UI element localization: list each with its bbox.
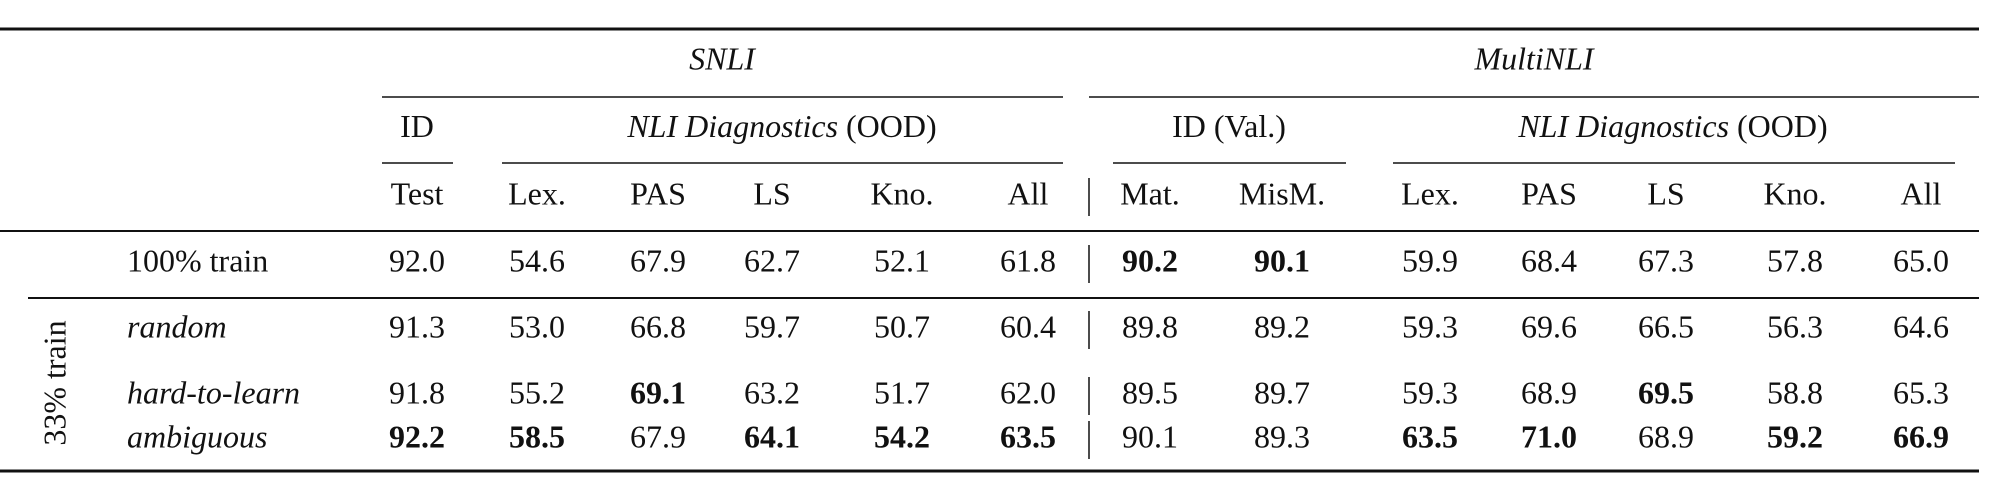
cell: 63.5 xyxy=(1000,418,1056,454)
cell: 66.9 xyxy=(1893,418,1949,454)
row-label: ambiguous xyxy=(127,418,267,454)
cell: 69.1 xyxy=(630,374,686,410)
cell: 54.6 xyxy=(509,242,565,278)
cell: 54.2 xyxy=(874,418,930,454)
cell: 61.8 xyxy=(1000,242,1056,278)
cell: 60.4 xyxy=(1000,308,1056,344)
cell: 52.1 xyxy=(874,242,930,278)
subgroup-header: NLI Diagnostics (OOD) xyxy=(1517,108,1827,144)
subgroup-italic: NLI Diagnostics xyxy=(1517,108,1729,144)
cell: 89.3 xyxy=(1254,418,1310,454)
cell: 59.3 xyxy=(1402,374,1458,410)
cell: 66.8 xyxy=(630,308,686,344)
group-header: SNLI xyxy=(689,40,756,76)
cell: 68.9 xyxy=(1521,374,1577,410)
column-header: Kno. xyxy=(1763,175,1826,211)
cell: 68.9 xyxy=(1638,418,1694,454)
cell: 68.4 xyxy=(1521,242,1577,278)
row-label: hard-to-learn xyxy=(127,374,300,410)
cell: 90.2 xyxy=(1122,242,1178,278)
cell: 55.2 xyxy=(509,374,565,410)
cell: 90.1 xyxy=(1254,242,1310,278)
cell: 58.5 xyxy=(509,418,565,454)
cell: 67.3 xyxy=(1638,242,1694,278)
cell: 89.8 xyxy=(1122,308,1178,344)
column-header: Lex. xyxy=(1401,175,1459,211)
cell: 92.0 xyxy=(389,242,445,278)
cell: 89.7 xyxy=(1254,374,1310,410)
cell: 56.3 xyxy=(1767,308,1823,344)
cell: 67.9 xyxy=(630,242,686,278)
cell: 57.8 xyxy=(1767,242,1823,278)
cell: 53.0 xyxy=(509,308,565,344)
cell: 63.2 xyxy=(744,374,800,410)
column-header: Lex. xyxy=(508,175,566,211)
column-header: LS xyxy=(753,175,790,211)
column-header: All xyxy=(1901,175,1942,211)
cell: 65.0 xyxy=(1893,242,1949,278)
cell: 59.7 xyxy=(744,308,800,344)
subgroup-italic: NLI Diagnostics xyxy=(626,108,838,144)
cell: 92.2 xyxy=(389,418,445,454)
cell: 59.3 xyxy=(1402,308,1458,344)
subgroup-plain: ID xyxy=(400,108,434,144)
row-group-label: 33% train xyxy=(36,320,72,445)
cell: 50.7 xyxy=(874,308,930,344)
subgroup-plain: ID (Val.) xyxy=(1172,108,1286,144)
cell: 89.5 xyxy=(1122,374,1178,410)
column-header: Mat. xyxy=(1120,175,1180,211)
cell: 66.5 xyxy=(1638,308,1694,344)
group-header: MultiNLI xyxy=(1473,40,1594,76)
column-header: LS xyxy=(1647,175,1684,211)
cell: 71.0 xyxy=(1521,418,1577,454)
subgroup-plain: (OOD) xyxy=(846,108,937,144)
row-label: 100% train xyxy=(127,242,268,278)
cell: 65.3 xyxy=(1893,374,1949,410)
cell: 67.9 xyxy=(630,418,686,454)
cell: 69.6 xyxy=(1521,308,1577,344)
column-header: PAS xyxy=(1521,175,1577,211)
cell: 64.6 xyxy=(1893,308,1949,344)
cell: 58.8 xyxy=(1767,374,1823,410)
subgroup-header: ID (Val.) xyxy=(1172,108,1286,144)
cell: 91.3 xyxy=(389,308,445,344)
subgroup-plain: (OOD) xyxy=(1737,108,1828,144)
column-header: Test xyxy=(391,175,444,211)
subgroup-header: NLI Diagnostics (OOD) xyxy=(626,108,936,144)
cell: 89.2 xyxy=(1254,308,1310,344)
cell: 62.7 xyxy=(744,242,800,278)
cell: 62.0 xyxy=(1000,374,1056,410)
cell: 91.8 xyxy=(389,374,445,410)
cell: 59.9 xyxy=(1402,242,1458,278)
cell: 51.7 xyxy=(874,374,930,410)
cell: 90.1 xyxy=(1122,418,1178,454)
column-header: Kno. xyxy=(870,175,933,211)
column-header: MisM. xyxy=(1239,175,1325,211)
cell: 63.5 xyxy=(1402,418,1458,454)
column-header: PAS xyxy=(630,175,686,211)
cell: 69.5 xyxy=(1638,374,1694,410)
column-header: All xyxy=(1008,175,1049,211)
cell: 64.1 xyxy=(744,418,800,454)
subgroup-header: ID xyxy=(400,108,434,144)
row-label: random xyxy=(127,308,227,344)
cell: 59.2 xyxy=(1767,418,1823,454)
